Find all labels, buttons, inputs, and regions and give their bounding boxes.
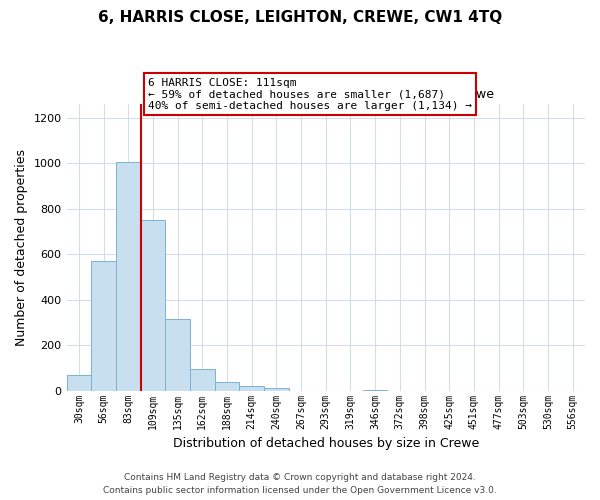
Bar — [264, 388, 289, 390]
Bar — [215, 382, 239, 390]
Text: Contains HM Land Registry data © Crown copyright and database right 2024.
Contai: Contains HM Land Registry data © Crown c… — [103, 473, 497, 495]
Y-axis label: Number of detached properties: Number of detached properties — [15, 149, 28, 346]
X-axis label: Distribution of detached houses by size in Crewe: Distribution of detached houses by size … — [173, 437, 479, 450]
Bar — [140, 220, 165, 390]
Bar — [190, 369, 215, 390]
Bar — [91, 261, 116, 390]
Bar — [165, 319, 190, 390]
Title: Size of property relative to detached houses in Crewe: Size of property relative to detached ho… — [157, 88, 494, 102]
Bar — [67, 374, 91, 390]
Text: 6 HARRIS CLOSE: 111sqm
← 59% of detached houses are smaller (1,687)
40% of semi-: 6 HARRIS CLOSE: 111sqm ← 59% of detached… — [148, 78, 472, 111]
Text: 6, HARRIS CLOSE, LEIGHTON, CREWE, CW1 4TQ: 6, HARRIS CLOSE, LEIGHTON, CREWE, CW1 4T… — [98, 10, 502, 25]
Bar — [239, 386, 264, 390]
Bar — [116, 162, 140, 390]
